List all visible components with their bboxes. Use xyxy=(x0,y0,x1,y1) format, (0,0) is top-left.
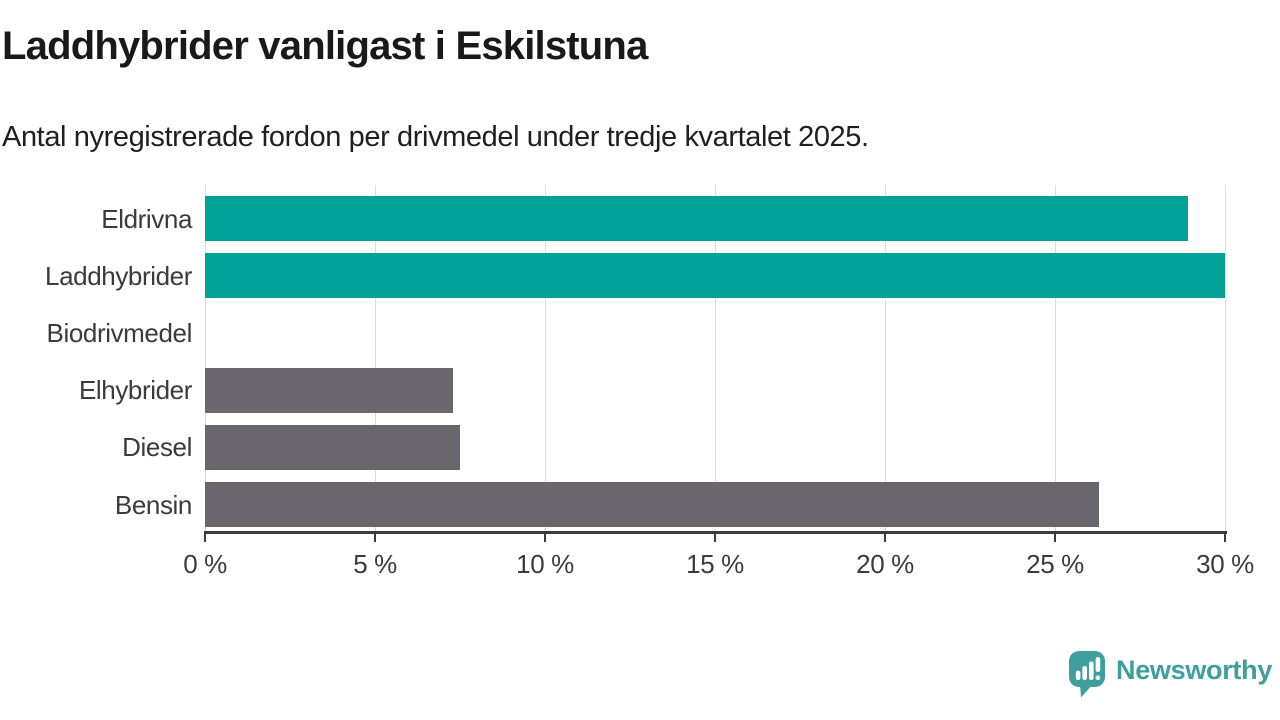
bar-diesel xyxy=(205,424,460,470)
brand-name: Newsworthy xyxy=(1116,655,1273,685)
bar-elhybrider xyxy=(205,367,454,413)
x-tick-label-20: 20 % xyxy=(856,549,914,579)
x-tick-5 xyxy=(374,534,376,542)
x-tick-0 xyxy=(204,534,206,542)
x-tick-label-5: 5 % xyxy=(353,549,397,579)
gridline-10 xyxy=(545,185,546,531)
newsworthy-bubble-chart-icon xyxy=(1069,651,1105,698)
chart-title: Laddhybrider vanligast i Eskilstuna xyxy=(2,24,648,68)
category-label-biodrivmedel: Biodrivmedel xyxy=(46,317,193,348)
gridline-15 xyxy=(715,185,716,531)
bar-eldrivna xyxy=(205,196,1188,241)
category-label-diesel: Diesel xyxy=(122,432,192,463)
x-axis-line xyxy=(204,531,1227,534)
gridline-5 xyxy=(375,185,376,531)
category-label-eldrivna: Eldrivna xyxy=(101,203,192,234)
bar-laddhybrider xyxy=(205,253,1225,299)
bar-bensin xyxy=(205,482,1100,527)
x-tick-label-30: 30 % xyxy=(1196,549,1254,579)
x-tick-label-25: 25 % xyxy=(1026,549,1084,579)
x-tick-30 xyxy=(1224,534,1226,542)
category-label-elhybrider: Elhybrider xyxy=(78,375,192,406)
x-tick-10 xyxy=(544,534,546,542)
category-label-laddhybrider: Laddhybrider xyxy=(45,260,192,291)
chart-subtitle: Antal nyregistrerade fordon per drivmede… xyxy=(2,121,869,153)
category-label-bensin: Bensin xyxy=(114,489,193,520)
newsworthy-logo[interactable]: Newsworthy xyxy=(1069,651,1272,698)
x-tick-15 xyxy=(714,534,716,542)
x-tick-label-0: 0 % xyxy=(183,549,227,579)
gridline-30 xyxy=(1225,185,1226,531)
x-tick-label-15: 15 % xyxy=(686,549,744,579)
gridline-0 xyxy=(205,185,206,531)
gridline-25 xyxy=(1055,185,1056,531)
x-tick-label-10: 10 % xyxy=(516,549,574,579)
x-tick-25 xyxy=(1054,534,1056,542)
gridline-20 xyxy=(885,185,886,531)
x-tick-20 xyxy=(884,534,886,542)
